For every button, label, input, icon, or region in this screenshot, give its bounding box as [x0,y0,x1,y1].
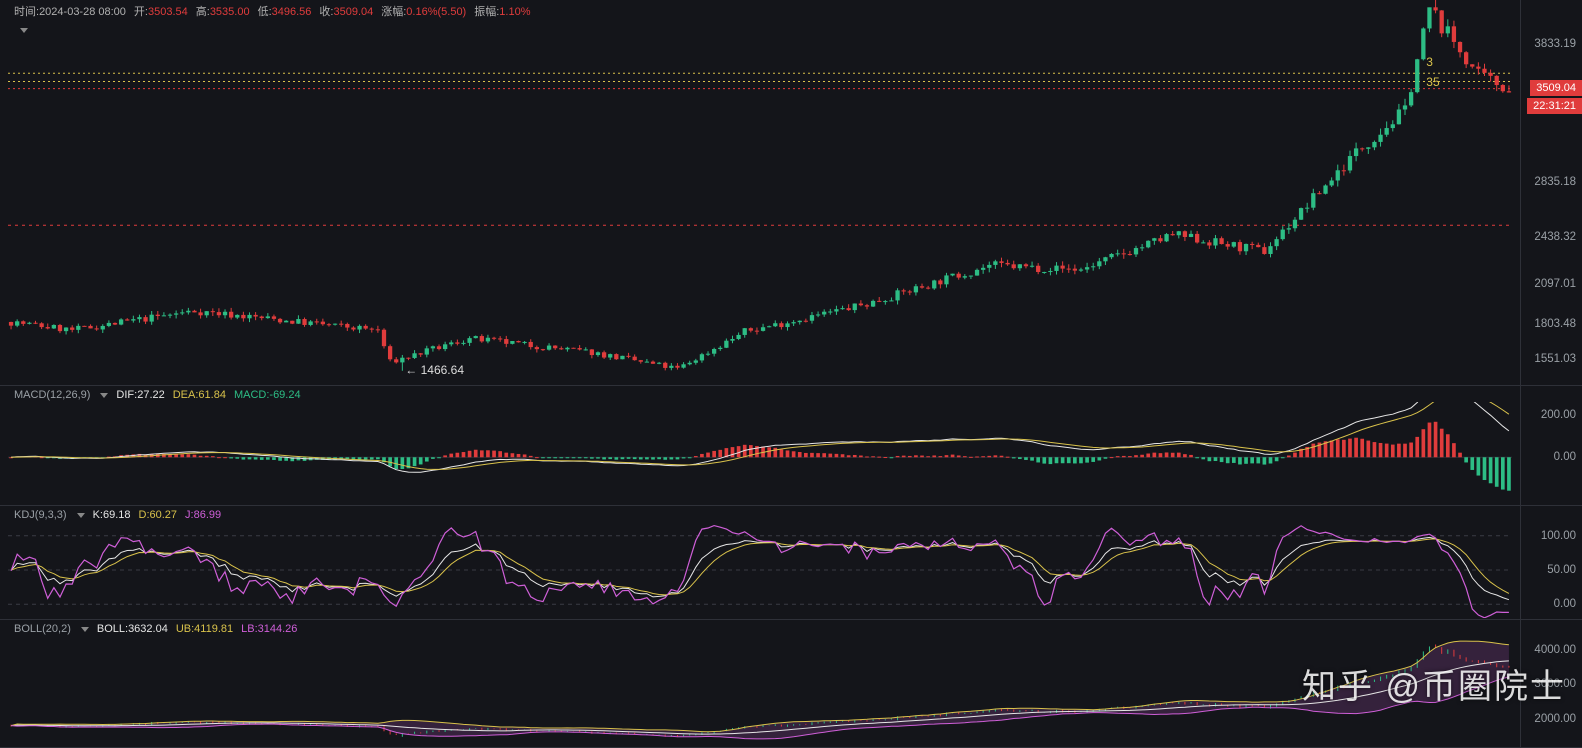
high-annot: 4096.15 [1396,0,1439,3]
y-tick: 0.00 [1554,598,1576,610]
y-tick: 4000.00 [1534,644,1576,656]
chevron-down-icon[interactable] [100,393,108,398]
countdown-badge: 22:31:21 [1527,98,1582,114]
kdj-panel[interactable]: KDJ(9,3,3) K:69.18 D:60.27 J:86.99 100.0… [0,506,1582,620]
level-label: 35 [1426,75,1439,89]
y-tick: 3833.19 [1534,38,1576,50]
y-tick: 2097.01 [1534,278,1576,290]
boll-header: BOLL(20,2) BOLL:3632.04 UB:4119.81 LB:31… [14,623,297,635]
candlestick-panel[interactable]: 时间:2024-03-28 08:00 开:3503.54 高:3535.00 … [0,0,1582,386]
y-tick: 1803.48 [1534,318,1576,330]
y-tick: 2835.18 [1534,176,1576,188]
chevron-down-icon[interactable] [81,627,89,632]
y-tick: 2000.00 [1534,713,1576,725]
macd-header: MACD(12,26,9) DIF:27.22 DEA:61.84 MACD:-… [14,389,301,401]
level-label: 3 [1426,55,1433,69]
last-price-badge: 3509.04 [1530,80,1582,96]
y-tick: 0.00 [1554,451,1576,463]
y-tick: 2438.32 [1534,231,1576,243]
y-tick: 100.00 [1541,530,1576,542]
y-tick: 200.00 [1541,409,1576,421]
macd-panel[interactable]: MACD(12,26,9) DIF:27.22 DEA:61.84 MACD:-… [0,386,1582,506]
y-tick: 3000.00 [1534,678,1576,690]
y-tick: 1551.03 [1534,353,1576,365]
y-tick: 50.00 [1547,564,1576,576]
boll-panel[interactable]: BOLL(20,2) BOLL:3632.04 UB:4119.81 LB:31… [0,620,1582,748]
kdj-header: KDJ(9,3,3) K:69.18 D:60.27 J:86.99 [14,509,221,521]
chevron-down-icon[interactable] [77,513,85,518]
low-annot: ← 1466.64 [405,363,464,377]
